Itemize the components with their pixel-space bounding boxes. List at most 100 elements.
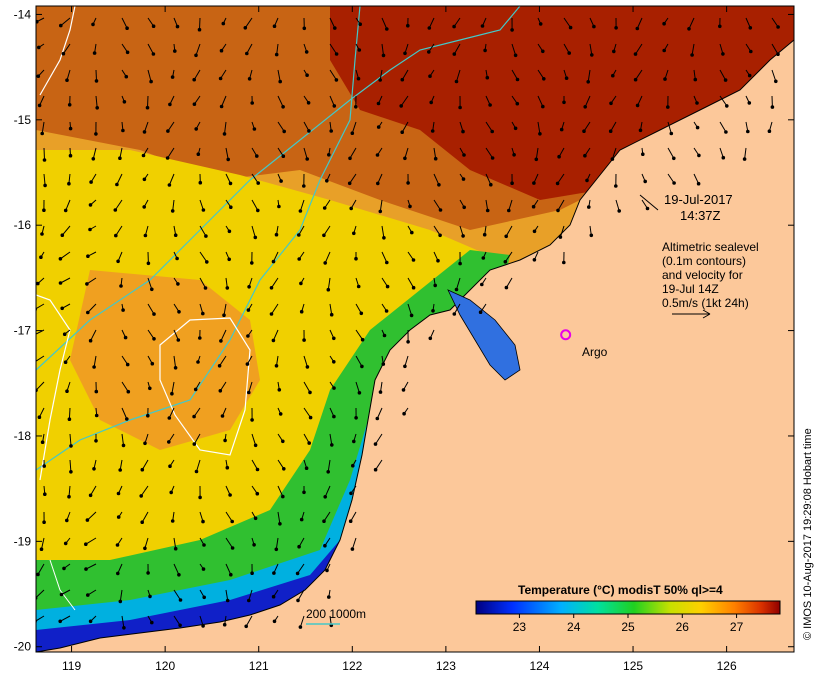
- velocity-arrow: [140, 485, 149, 497]
- velocity-arrow-head: [244, 624, 248, 629]
- velocity-arrow-head: [304, 50, 309, 54]
- velocity-arrow-head: [562, 260, 566, 265]
- velocity-arrow: [303, 407, 312, 418]
- velocity-arrow-head: [373, 442, 378, 446]
- lat-tick-label: -18: [14, 429, 32, 443]
- velocity-arrow-head: [151, 52, 156, 56]
- velocity-arrow-head: [33, 361, 36, 364]
- velocity-arrow: [219, 355, 227, 367]
- velocity-arrow: [41, 121, 45, 134]
- velocity-arrow-head: [305, 73, 309, 77]
- velocity-arrow-head: [58, 281, 63, 285]
- legend-line-1: Altimetric sealevel: [662, 240, 759, 254]
- velocity-arrow-head: [225, 286, 230, 290]
- velocity-arrow-head: [94, 79, 99, 83]
- velocity-arrow-head: [776, 25, 780, 29]
- velocity-arrow: [62, 43, 71, 54]
- velocity-arrow-head: [36, 19, 39, 24]
- velocity-arrow-head: [541, 104, 545, 109]
- velocity-arrow-head: [115, 182, 119, 187]
- velocity-arrow-head: [307, 441, 312, 445]
- velocity-arrow-head: [489, 182, 493, 187]
- velocity-arrow-head: [226, 157, 230, 162]
- velocity-arrow-head: [222, 132, 227, 136]
- velocity-arrow-head: [592, 24, 596, 29]
- velocity-arrow-head: [173, 366, 178, 370]
- velocity-arrow-head: [454, 287, 459, 292]
- velocity-arrow: [428, 17, 435, 29]
- velocity-arrow-head: [256, 208, 260, 213]
- velocity-arrow-head: [43, 183, 47, 188]
- velocity-arrow-head: [513, 126, 518, 131]
- velocity-arrow-head: [433, 283, 438, 288]
- velocity-arrow: [667, 121, 672, 134]
- velocity-arrow-head: [150, 361, 155, 366]
- velocity-arrow: [251, 225, 256, 238]
- velocity-arrow: [87, 303, 97, 313]
- velocity-arrow-head: [94, 389, 99, 394]
- velocity-arrow-head: [40, 232, 44, 236]
- velocity-arrow-head: [88, 338, 93, 343]
- velocity-arrow-head: [375, 416, 380, 421]
- velocity-arrow: [251, 433, 257, 446]
- velocity-arrow: [220, 329, 227, 342]
- velocity-arrow-head: [116, 515, 121, 519]
- velocity-arrow-head: [774, 79, 778, 84]
- velocity-arrow-head: [586, 80, 591, 84]
- velocity-arrow-head: [403, 156, 407, 161]
- velocity-arrow-head: [67, 181, 71, 186]
- velocity-arrow-head: [222, 622, 227, 627]
- velocity-arrow: [277, 511, 281, 524]
- velocity-arrow-head: [125, 50, 130, 55]
- velocity-arrow-head: [356, 76, 361, 81]
- velocity-arrow-head: [662, 48, 667, 53]
- velocity-arrow: [719, 121, 727, 133]
- velocity-arrow-head: [246, 334, 250, 338]
- velocity-arrow-head: [166, 129, 170, 133]
- velocity-arrow: [195, 43, 201, 56]
- velocity-arrow-head: [614, 26, 618, 30]
- velocity-arrow-head: [175, 24, 180, 29]
- velocity-arrow-head: [202, 595, 206, 600]
- velocity-arrow: [376, 407, 383, 419]
- velocity-arrow: [36, 381, 45, 391]
- lon-tick-label: 123: [436, 659, 456, 673]
- velocity-arrow-head: [587, 205, 591, 209]
- velocity-arrow-head: [247, 77, 252, 81]
- velocity-arrow-head: [350, 131, 355, 135]
- velocity-arrow-head: [481, 256, 486, 260]
- velocity-arrow: [199, 17, 201, 30]
- velocity-arrow-head: [672, 156, 676, 161]
- velocity-arrow: [36, 589, 45, 599]
- velocity-arrow: [349, 147, 357, 159]
- time-label: 14:37Z: [680, 208, 721, 223]
- velocity-arrow-head: [42, 208, 46, 212]
- velocity-arrow-head: [378, 209, 383, 214]
- velocity-arrow-head: [297, 257, 302, 261]
- velocity-arrow: [771, 43, 779, 55]
- velocity-arrow-head: [203, 286, 208, 290]
- velocity-arrow-head: [194, 53, 198, 58]
- velocity-arrow: [86, 277, 97, 285]
- velocity-arrow-head: [167, 440, 171, 444]
- velocity-arrow-head: [245, 51, 249, 56]
- velocity-arrow-head: [297, 544, 301, 549]
- velocity-arrow-head: [721, 52, 725, 56]
- velocity-arrow-head: [177, 310, 181, 314]
- velocity-arrow-head: [94, 413, 99, 418]
- lat-tick-label: -17: [14, 324, 32, 338]
- velocity-arrow-head: [385, 260, 389, 265]
- velocity-arrow-head: [143, 441, 147, 446]
- velocity-arrow-head: [330, 443, 334, 447]
- velocity-arrow-head: [555, 181, 560, 186]
- velocity-arrow: [85, 537, 97, 545]
- velocity-arrow-head: [332, 360, 336, 364]
- velocity-arrow: [299, 199, 305, 212]
- velocity-arrow: [225, 511, 233, 522]
- velocity-arrow-head: [482, 232, 487, 237]
- velocity-arrow: [199, 251, 208, 263]
- velocity-arrow-head: [92, 51, 97, 55]
- velocity-arrow-head: [65, 78, 69, 82]
- velocity-arrow-head: [334, 52, 339, 56]
